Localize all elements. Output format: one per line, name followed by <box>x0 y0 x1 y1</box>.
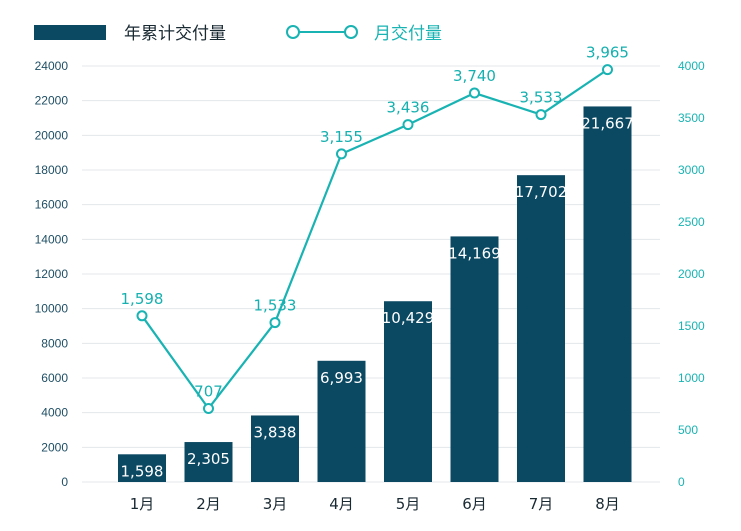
x-tick-label: 8月 <box>595 495 620 513</box>
bar-data-label: 6,993 <box>320 369 363 387</box>
line-point <box>336 148 347 160</box>
y-left-tick-label: 4000 <box>41 406 68 420</box>
y-left-tick-label: 22000 <box>35 94 69 108</box>
y-left-tick-label: 2000 <box>41 440 68 454</box>
line-point <box>136 310 148 322</box>
line-data-label: 707 <box>194 382 223 400</box>
y-right-tick-label: 4000 <box>678 59 705 73</box>
bar <box>251 415 299 482</box>
y-right-tick-label: 1000 <box>678 371 705 385</box>
line-data-label: 3,740 <box>453 67 496 85</box>
bar-data-label: 3,838 <box>254 423 297 441</box>
y-right-tick-label: 2500 <box>678 215 705 229</box>
x-tick-label: 3月 <box>263 495 288 513</box>
y-right-tick-label: 3000 <box>678 163 705 177</box>
y-left-tick-label: 16000 <box>35 198 69 212</box>
y-left-tick-label: 20000 <box>35 128 69 142</box>
gridlines <box>82 65 660 483</box>
bar <box>118 454 166 482</box>
y-right-tick-label: 1500 <box>678 319 705 333</box>
line-point <box>203 402 214 414</box>
legend: 年累计交付量 月交付量 <box>34 24 442 44</box>
line-point <box>535 109 547 121</box>
line-data-label: 3,965 <box>586 44 629 62</box>
x-tick-label: 1月 <box>130 495 155 513</box>
y-right-tick-label: 3500 <box>678 111 705 125</box>
right-axis: 0 500 1000 1500 2000 2500 3000 3500 4000 <box>678 59 705 489</box>
x-tick-label: 6月 <box>462 495 487 513</box>
line-data-label: 3,155 <box>320 128 363 146</box>
y-left-tick-label: 0 <box>61 475 68 489</box>
legend-line-marker-right <box>344 25 358 39</box>
left-axis: 0 2000 4000 6000 8000 10000 12000 14000 16000 180… <box>35 59 69 489</box>
legend-bar-swatch <box>34 25 106 40</box>
y-left-tick-label: 10000 <box>35 302 69 316</box>
bar <box>317 360 366 482</box>
x-axis: 1月 2月 3月 4月 5月 6月 7月 8月 <box>130 495 620 513</box>
x-tick-label: 4月 <box>329 495 354 513</box>
y-right-tick-label: 500 <box>678 423 698 437</box>
line-point <box>402 119 414 131</box>
y-left-tick-label: 8000 <box>41 336 68 350</box>
line-series <box>136 64 613 414</box>
y-left-tick-label: 14000 <box>35 232 69 246</box>
y-left-tick-label: 24000 <box>35 59 69 73</box>
bar <box>384 301 432 482</box>
line-point <box>269 317 281 329</box>
y-left-tick-label: 6000 <box>41 371 68 385</box>
bar-data-label: 1,598 <box>121 462 164 480</box>
y-right-tick-label: 0 <box>678 475 685 489</box>
bar-data-label: 21,667 <box>581 114 634 132</box>
bar <box>184 442 233 482</box>
line-data-label: 1,533 <box>254 297 297 315</box>
bar-data-label: 17,702 <box>515 183 568 201</box>
bar-labels: 1,598 2,305 3,838 6,993 10,429 14,169 17,702 21… <box>121 114 634 480</box>
y-right-tick-label: 2000 <box>678 267 705 281</box>
x-tick-label: 2月 <box>196 495 221 513</box>
line-labels: 1,598 707 1,533 3,155 3,436 3,740 3,533 3,965 <box>121 44 629 401</box>
x-tick-label: 5月 <box>396 495 421 513</box>
legend-bar-label: 年累计交付量 <box>124 24 226 44</box>
line-path <box>141 68 609 410</box>
line-data-label: 1,598 <box>121 290 164 308</box>
bar-data-label: 2,305 <box>187 450 230 468</box>
line-data-label: 3,436 <box>387 99 430 117</box>
legend-line-label: 月交付量 <box>374 24 442 44</box>
line-point <box>602 64 613 76</box>
bar <box>517 175 565 482</box>
line-point <box>469 87 480 99</box>
bar-series <box>118 106 632 483</box>
bar <box>583 106 632 483</box>
y-left-tick-label: 18000 <box>35 163 69 177</box>
y-left-tick-label: 12000 <box>35 267 69 281</box>
x-tick-label: 7月 <box>529 495 554 513</box>
bar-data-label: 10,429 <box>382 309 435 327</box>
legend-line-marker-left <box>286 25 300 39</box>
bar <box>450 236 499 482</box>
line-data-label: 3,533 <box>520 89 563 107</box>
bar-data-label: 14,169 <box>448 244 501 262</box>
